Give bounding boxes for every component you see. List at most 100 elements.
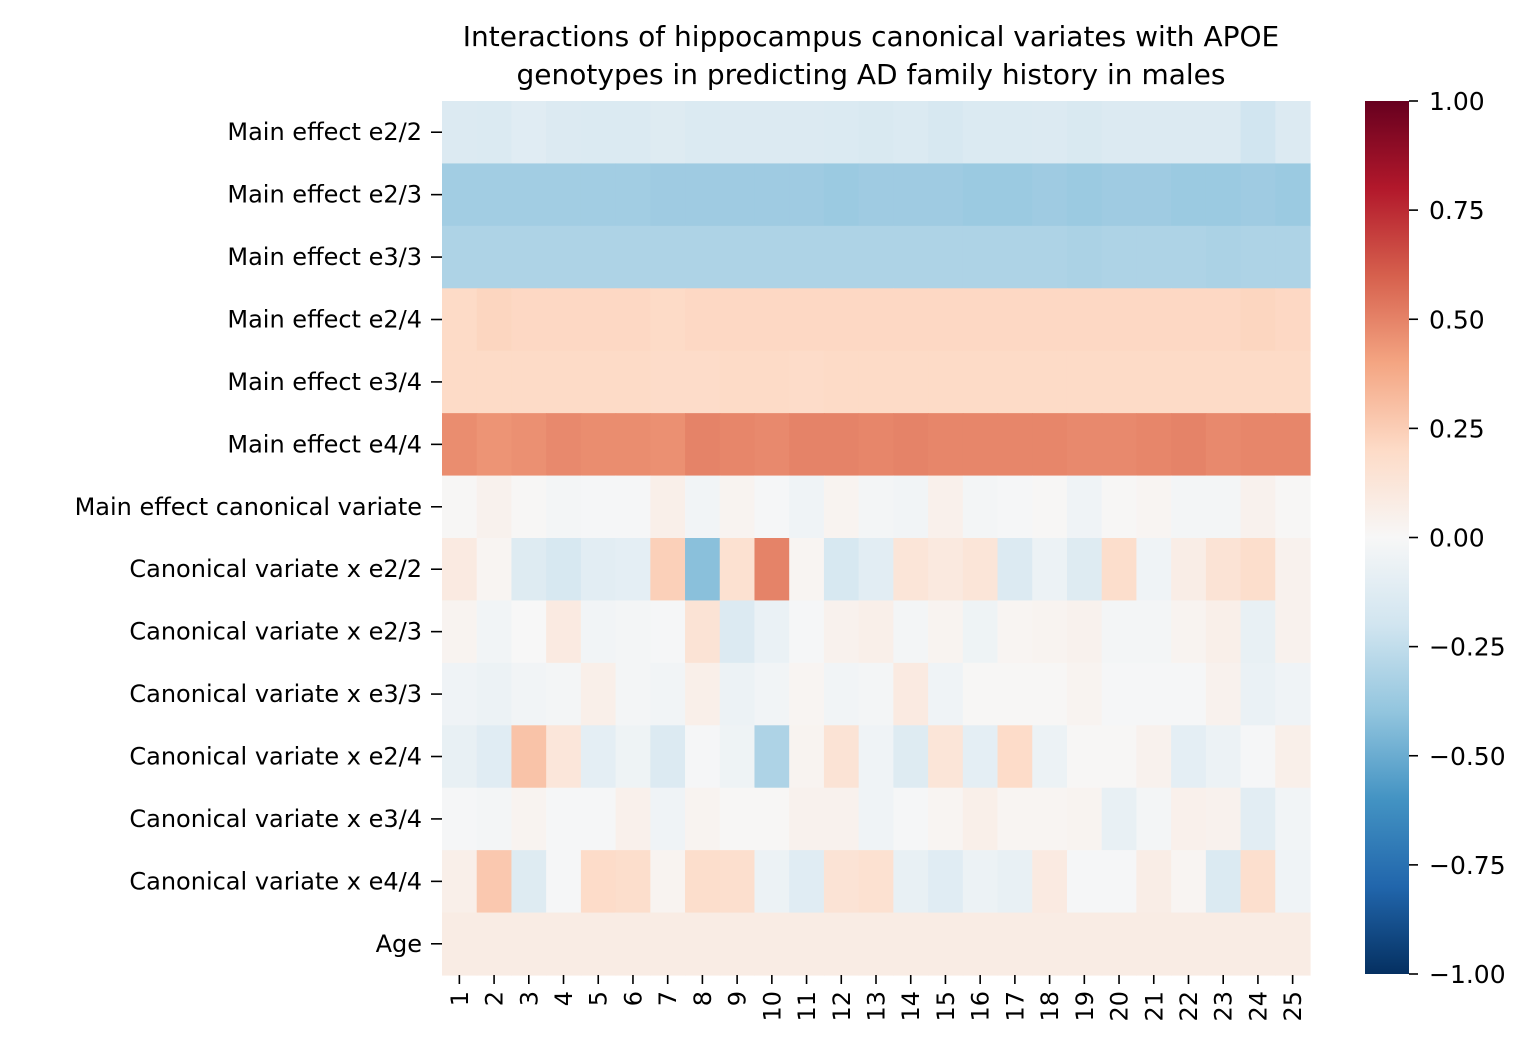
heatmap-cell <box>789 350 825 414</box>
x-tick-label: 18 <box>1036 991 1064 1022</box>
heatmap-cell <box>511 912 547 976</box>
heatmap-cell <box>858 912 894 976</box>
heatmap-cell <box>1205 288 1242 352</box>
heatmap-cell <box>754 288 790 352</box>
heatmap-cell <box>615 912 651 976</box>
heatmap-cell <box>442 600 478 664</box>
heatmap-cell <box>511 538 547 602</box>
heatmap-cell <box>1205 163 1242 227</box>
heatmap-cell <box>511 163 547 227</box>
heatmap-cell <box>511 725 547 789</box>
heatmap-cell <box>1275 101 1311 165</box>
colorbar <box>1365 101 1409 974</box>
heatmap-cell <box>858 787 894 851</box>
heatmap-cell <box>1066 101 1103 165</box>
heatmap-cell <box>823 850 860 914</box>
heatmap-cell <box>1136 725 1172 789</box>
heatmap-cell <box>685 101 721 165</box>
heatmap-cell <box>615 538 651 602</box>
heatmap-cell <box>962 475 999 539</box>
heatmap-cell <box>685 787 721 851</box>
heatmap-cell <box>650 600 686 664</box>
heatmap-cell <box>1032 912 1068 976</box>
heatmap-cell <box>893 413 929 477</box>
heatmap-cell <box>823 225 860 289</box>
y-tick-label: Canonical variate x e3/3 <box>129 680 422 708</box>
heatmap-cell <box>650 787 686 851</box>
heatmap-cell <box>997 600 1033 664</box>
heatmap-cell <box>1066 662 1103 726</box>
heatmap-cell <box>754 912 790 976</box>
x-tick-label: 16 <box>967 991 995 1022</box>
heatmap-cell <box>1205 225 1242 289</box>
heatmap-cell <box>1171 350 1207 414</box>
heatmap-cell <box>997 538 1033 602</box>
heatmap-cell <box>1240 600 1276 664</box>
heatmap-cell <box>719 225 756 289</box>
x-tick-label: 7 <box>654 991 682 1006</box>
heatmap-cell <box>580 225 617 289</box>
heatmap-cell <box>893 350 929 414</box>
heatmap-cell <box>1032 288 1068 352</box>
heatmap-cell <box>962 787 999 851</box>
heatmap-cell <box>1066 912 1103 976</box>
x-tick-label: 19 <box>1071 991 1099 1022</box>
heatmap-cell <box>719 101 756 165</box>
heatmap-cell <box>1032 475 1068 539</box>
heatmap-cell <box>442 350 478 414</box>
heatmap-cells <box>442 101 1311 976</box>
heatmap-cell <box>650 288 686 352</box>
heatmap-cell <box>893 850 929 914</box>
heatmap-cell <box>997 475 1033 539</box>
heatmap-cell <box>893 600 929 664</box>
heatmap-cell <box>1101 413 1137 477</box>
heatmap-cell <box>546 163 582 227</box>
colorbar-tick-label: 0.50 <box>1429 305 1485 334</box>
heatmap-cell <box>615 101 651 165</box>
heatmap-cell <box>685 413 721 477</box>
heatmap-cell <box>1240 225 1276 289</box>
heatmap-cell <box>823 288 860 352</box>
y-tick-label: Main effect e2/4 <box>227 306 422 334</box>
heatmap-cell <box>1101 288 1137 352</box>
heatmap-cell <box>476 600 513 664</box>
heatmap-cell <box>650 163 686 227</box>
heatmap-cell <box>754 475 790 539</box>
heatmap-cell <box>476 288 513 352</box>
heatmap-cell <box>442 475 478 539</box>
x-tick-label: 13 <box>863 991 891 1022</box>
heatmap-cell <box>1240 163 1276 227</box>
heatmap-cell <box>789 475 825 539</box>
heatmap-cell <box>1205 912 1242 976</box>
heatmap-cell <box>1032 725 1068 789</box>
heatmap-cell <box>476 101 513 165</box>
heatmap-cell <box>997 725 1033 789</box>
heatmap-cell <box>1066 600 1103 664</box>
heatmap-cell <box>719 912 756 976</box>
y-tick-label: Age <box>376 930 422 958</box>
heatmap-cell <box>754 538 790 602</box>
x-tick-label: 1 <box>446 991 474 1006</box>
heatmap-cell <box>962 163 999 227</box>
heatmap-cell <box>962 600 999 664</box>
heatmap-cell <box>1136 662 1172 726</box>
heatmap-cell <box>476 662 513 726</box>
heatmap-cell <box>789 850 825 914</box>
heatmap-cell <box>615 725 651 789</box>
heatmap-cell <box>858 413 894 477</box>
x-tick-label: 17 <box>1001 991 1029 1022</box>
x-tick-label: 8 <box>689 991 717 1006</box>
x-tick-label: 22 <box>1175 991 1203 1022</box>
heatmap-cell <box>511 787 547 851</box>
heatmap-cell <box>546 475 582 539</box>
heatmap-cell <box>1240 725 1276 789</box>
heatmap-cell <box>754 413 790 477</box>
heatmap-cell <box>650 225 686 289</box>
x-tick-label: 9 <box>724 991 752 1006</box>
x-tick-label: 23 <box>1210 991 1238 1022</box>
colorbar-tick-label: 0.75 <box>1429 196 1485 225</box>
heatmap-cell <box>1066 538 1103 602</box>
heatmap-cell <box>580 163 617 227</box>
colorbar-tick-label: −0.25 <box>1429 633 1506 662</box>
y-tick-label: Main effect e3/4 <box>227 368 422 396</box>
